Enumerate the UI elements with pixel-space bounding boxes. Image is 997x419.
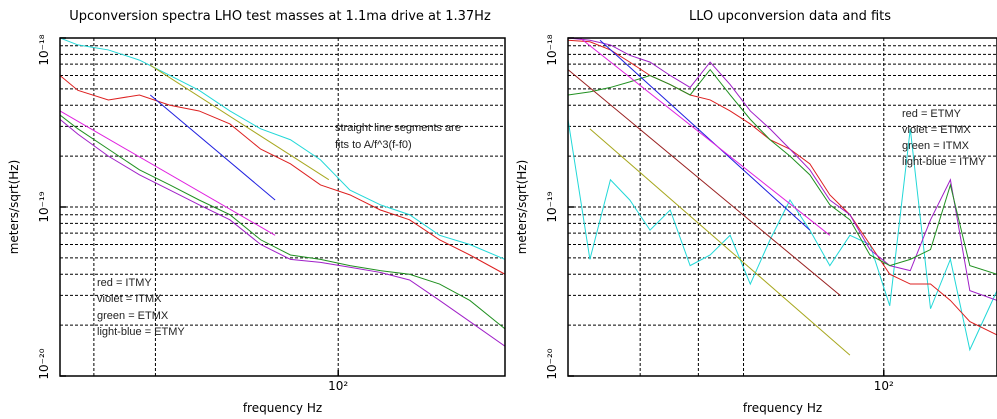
series-line [568,39,997,336]
x-tick-label: 10² [328,379,348,393]
series-line [568,68,997,275]
y-tick-label: 10⁻¹⁹ [545,191,559,222]
y-tick-label: 10⁻¹⁸ [37,34,51,65]
y-axis-label: meters/sqrt(Hz) [7,160,21,255]
plot-frame [59,37,506,377]
annotation: green = ITMX [902,140,970,152]
plot: Upconversion spectra LHO test masses at … [7,9,506,415]
series-line [150,64,330,181]
series-line [599,39,811,231]
plot: LLO upconversion data and fits frequency … [515,9,997,415]
x-axis-label: frequency Hz [743,401,822,415]
annotation: light-blue = ETMY [97,326,185,338]
plot-frame [567,37,997,377]
chart-title: Upconversion spectra LHO test masses at … [69,9,491,24]
series-group [568,38,997,356]
annotation: violet = ETMX [902,124,971,136]
y-tick-label: 10⁻²⁰ [545,348,559,379]
series-line [60,114,505,330]
series-line [60,38,505,260]
x-tick-label: 10² [874,379,894,393]
series-line [60,110,276,236]
series-line [60,118,505,347]
annotation: fits to A/f^3(f-f0) [335,139,412,151]
annotation: violet = ITMX [97,293,162,305]
y-tick-label: 10⁻¹⁹ [37,191,51,222]
series-line [568,119,997,352]
annotation: light-blue = ITMY [902,156,986,168]
series-line [568,38,997,301]
y-tick-label: 10⁻²⁰ [37,348,51,379]
annotation: red = ITMY [97,277,152,289]
series-line [60,75,505,275]
annotation: straight line segments are [335,122,461,134]
chart-title: LLO upconversion data and fits [689,9,891,24]
annotation: red = ETMY [902,108,962,120]
x-axis-label: frequency Hz [243,401,322,415]
series-line [568,69,841,296]
y-tick-label: 10⁻¹⁸ [545,34,559,65]
series-line [589,128,851,356]
y-axis-label: meters/sqrt(Hz) [515,160,529,255]
series-line [579,38,831,236]
annotation: green = ETMX [97,310,169,322]
series-line [149,94,276,201]
series-group [60,38,505,347]
